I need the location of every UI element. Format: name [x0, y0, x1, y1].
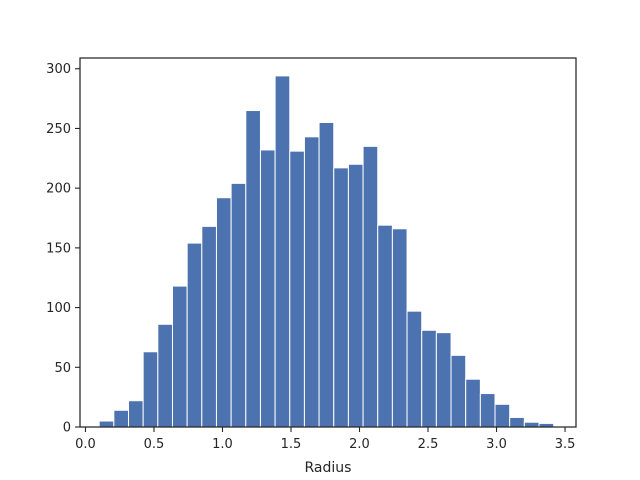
histogram-bar [142, 351, 159, 428]
x-tick-label: 2.5 [418, 437, 439, 452]
x-tick-label: 1.5 [281, 437, 302, 452]
histogram-bar [333, 167, 349, 428]
x-tick-label: 0.5 [144, 437, 165, 452]
x-axis-ticks: 0.0 0.5 1.0 1.5 2.0 2.5 3.0 3.5 [75, 427, 575, 452]
histogram-bar [318, 121, 335, 428]
histogram-bar [509, 416, 525, 428]
x-tick-label: 1.0 [212, 437, 233, 452]
histogram-bar [98, 420, 115, 428]
bar-group [98, 75, 555, 428]
y-tick-label: 300 [46, 62, 71, 77]
histogram-bar [201, 225, 217, 428]
y-axis-ticks: 0 50 100 150 200 250 300 [46, 62, 80, 436]
y-tick-label: 0 [63, 421, 71, 436]
histogram-bar [523, 421, 540, 428]
histogram-bar [377, 224, 393, 428]
histogram-bar [289, 150, 305, 428]
histogram-bar [215, 197, 232, 428]
histogram-bar [274, 75, 291, 428]
histogram-bar [406, 310, 423, 428]
histogram-bar [245, 110, 261, 428]
histogram-bar [450, 354, 467, 428]
x-tick-label: 0.0 [75, 437, 96, 452]
y-tick-label: 150 [46, 241, 71, 256]
x-tick-label: 3.5 [555, 437, 576, 452]
y-tick-label: 200 [46, 182, 71, 197]
histogram-bar [303, 136, 320, 428]
histogram-bar [128, 400, 144, 428]
y-tick-label: 100 [46, 301, 71, 316]
y-tick-label: 250 [46, 122, 71, 137]
histogram-bar [347, 163, 364, 428]
histogram-bar [479, 393, 496, 428]
histogram-bar [186, 242, 203, 428]
histogram-bar [465, 378, 481, 428]
y-tick-label: 50 [54, 361, 71, 376]
histogram-bar [259, 149, 276, 428]
histogram-bar [171, 285, 188, 428]
histogram-bar [157, 323, 173, 428]
histogram-bar [230, 182, 247, 428]
x-tick-label: 2.0 [349, 437, 370, 452]
histogram-bar [391, 228, 408, 428]
x-axis-label: Radius [305, 460, 352, 476]
histogram-bar [435, 332, 452, 428]
plot-frame [79, 57, 577, 428]
x-tick-label: 3.0 [486, 437, 507, 452]
histogram-bar [421, 329, 437, 428]
histogram-bar [113, 409, 129, 428]
histogram-bar [494, 403, 511, 428]
histogram-bar [362, 145, 379, 428]
